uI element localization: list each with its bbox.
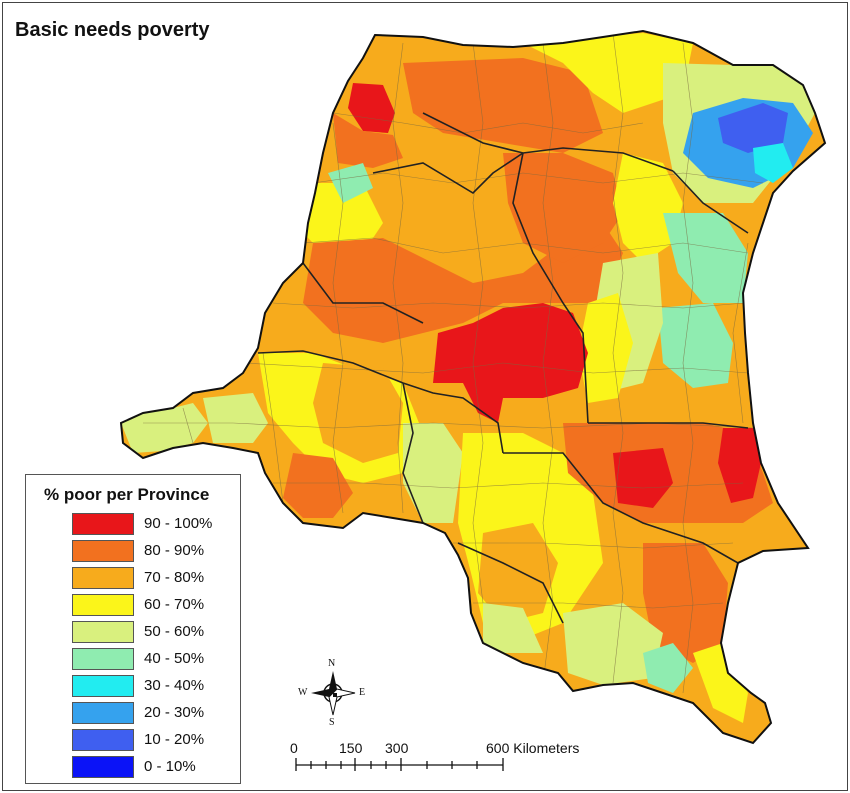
- region-central-orange: [303, 223, 623, 343]
- legend-swatch: [72, 702, 134, 724]
- region-northwest-red: [348, 83, 395, 133]
- legend: % poor per Province 90 - 100% 80 - 90% 7…: [25, 474, 241, 784]
- map-title: Basic needs poverty: [15, 19, 210, 41]
- region-central-red: [433, 303, 588, 423]
- compass-east-label: E: [359, 687, 366, 698]
- legend-item: 30 - 40%: [72, 675, 242, 697]
- legend-label: 80 - 90%: [144, 542, 205, 559]
- region-sw-lightgreen: [203, 393, 268, 443]
- region-northwest-orange: [333, 113, 403, 168]
- legend-swatch: [72, 567, 134, 589]
- region-north-orange: [403, 58, 603, 153]
- region-south-orange: [478, 523, 558, 623]
- region-se-orange-2: [643, 543, 728, 663]
- region-ne-blue: [718, 103, 788, 153]
- compass-south-label: S: [329, 717, 335, 728]
- legend-title: % poor per Province: [44, 485, 210, 504]
- region-west-yellow: [303, 183, 383, 253]
- legend-swatch: [72, 513, 134, 535]
- region-north-yellow: [523, 33, 693, 113]
- compass-north-label: N: [328, 658, 336, 669]
- scale-label-0: 0: [290, 740, 298, 756]
- scale-bar: [295, 758, 504, 771]
- legend-item: 80 - 90%: [72, 540, 242, 562]
- legend-label: 0 - 10%: [144, 758, 196, 775]
- legend-label: 20 - 30%: [144, 704, 205, 721]
- region-east-yellow-2: [578, 293, 633, 403]
- province-boundaries: [257, 112, 749, 624]
- poverty-map: [120, 30, 826, 771]
- region-far-south-yellow: [693, 643, 748, 723]
- legend-label: 60 - 70%: [144, 596, 205, 613]
- region-se-red-1: [613, 448, 673, 508]
- legend-swatch: [72, 621, 134, 643]
- legend-item: 50 - 60%: [72, 621, 242, 643]
- region-ne-cyan: [753, 143, 793, 183]
- region-east-green: [663, 213, 748, 303]
- legend-label: 30 - 40%: [144, 677, 205, 694]
- scale-label-300: 300: [385, 740, 409, 756]
- legend-swatch: [72, 648, 134, 670]
- legend-swatch: [72, 756, 134, 778]
- legend-swatch: [72, 729, 134, 751]
- legend-swatch: [72, 594, 134, 616]
- legend-item: 90 - 100%: [72, 513, 242, 535]
- region-east-green-2: [658, 303, 733, 388]
- region-sw-orange: [313, 363, 403, 463]
- legend-label: 90 - 100%: [144, 515, 213, 532]
- region-sw-orange-2: [283, 453, 353, 518]
- legend-label: 40 - 50%: [144, 650, 205, 667]
- region-far-south-green: [563, 603, 663, 685]
- legend-item: 70 - 80%: [72, 567, 242, 589]
- legend-item: 20 - 30%: [72, 702, 242, 724]
- legend-item: 10 - 20%: [72, 729, 242, 751]
- region-far-south-teal: [643, 643, 693, 693]
- region-south-lightgreen: [483, 603, 543, 653]
- legend-label: 70 - 80%: [144, 569, 205, 586]
- scale-label-150: 150: [339, 740, 363, 756]
- compass-rose: [311, 671, 356, 716]
- region-east-yellow: [613, 153, 683, 263]
- legend-label: 10 - 20%: [144, 731, 205, 748]
- legend-item: 40 - 50%: [72, 648, 242, 670]
- region-north-central-orange: [503, 153, 623, 263]
- legend-item: 60 - 70%: [72, 594, 242, 616]
- legend-item: 0 - 10%: [72, 756, 242, 778]
- legend-label: 50 - 60%: [144, 623, 205, 640]
- legend-swatch: [72, 675, 134, 697]
- region-west-coast-green: [121, 403, 208, 453]
- compass-west-label: W: [298, 687, 308, 698]
- region-se-red-2: [718, 428, 761, 503]
- region-south-green: [403, 423, 463, 523]
- legend-swatch: [72, 540, 134, 562]
- scale-label-600: 600 Kilometers: [486, 740, 580, 756]
